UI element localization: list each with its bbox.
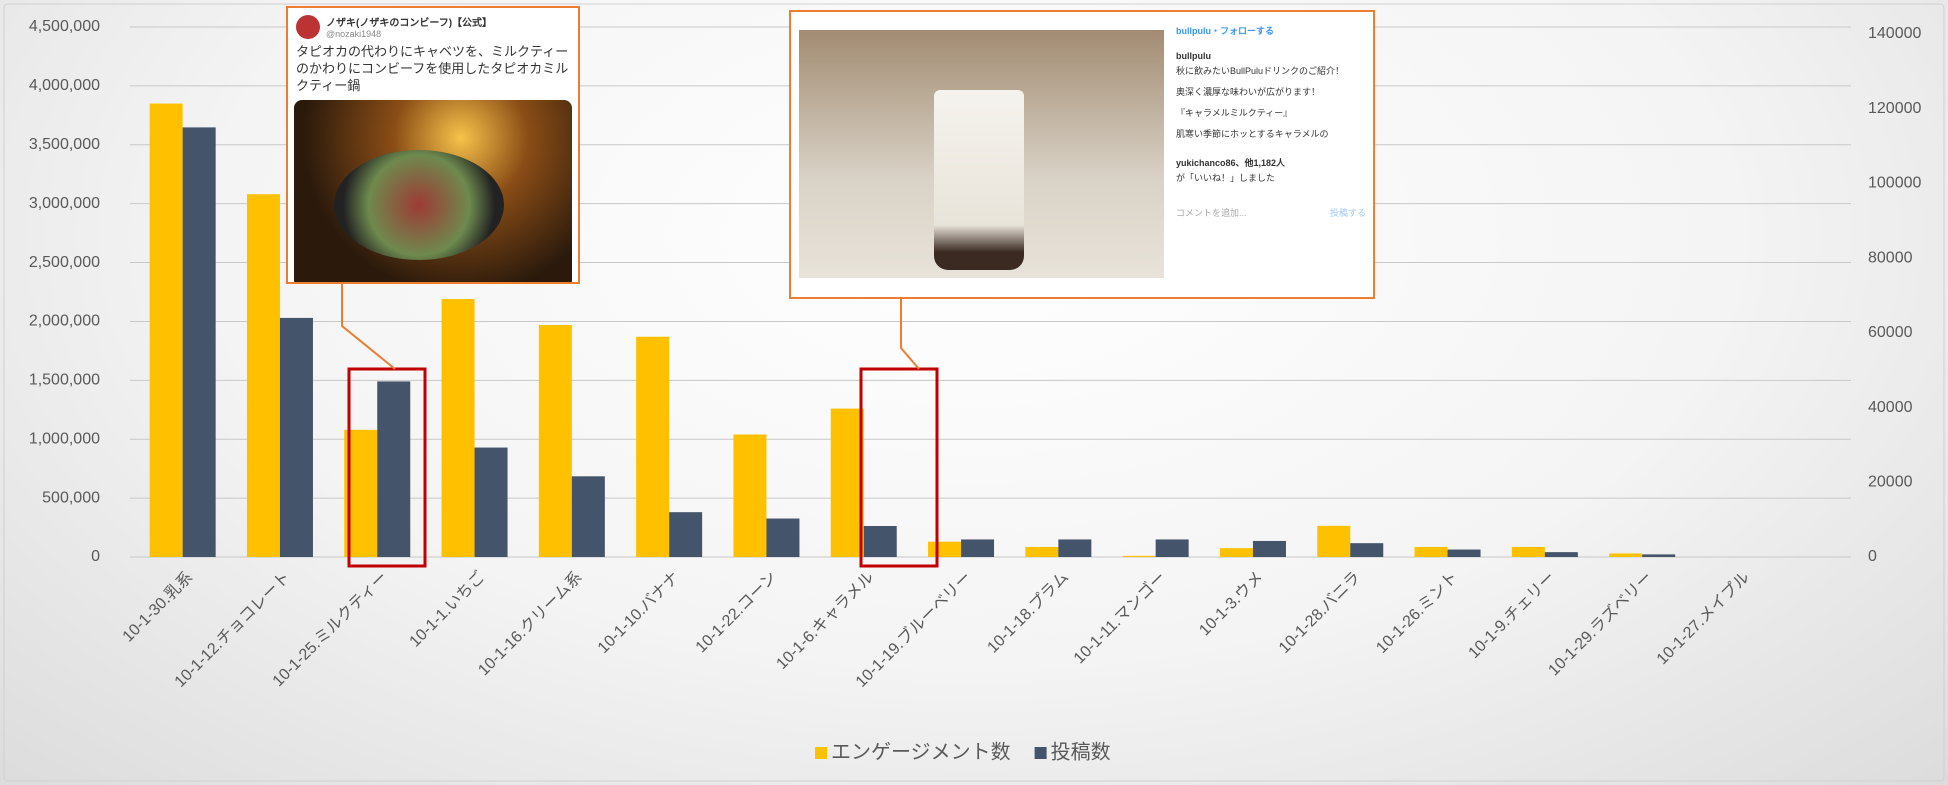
cup: [934, 90, 1024, 270]
legend-swatch: [1035, 747, 1047, 759]
bar: [1025, 547, 1058, 557]
caption-line: 『キャラメルミルクティー』: [1176, 106, 1366, 121]
connector: [342, 284, 395, 369]
x-tick-label: 10-1-3.ウメ: [1196, 568, 1267, 639]
bar: [1512, 547, 1545, 557]
post-button: 投稿する: [1330, 206, 1366, 221]
y2-tick-label: 120000: [1868, 100, 1921, 117]
y-tick-label: 4,000,000: [29, 77, 100, 94]
y-tick-label: 2,500,000: [29, 254, 100, 271]
bar: [766, 519, 799, 557]
y2-tick-label: 60000: [1868, 324, 1913, 341]
bar: [183, 127, 216, 557]
bar: [1156, 539, 1189, 557]
y-tick-label: 1,500,000: [29, 372, 100, 389]
likes: yukichanco86、他1,182人: [1176, 156, 1366, 171]
bar: [475, 448, 508, 557]
comment-input: コメントを追加...: [1176, 206, 1247, 221]
bar: [442, 299, 475, 557]
instagram-account: bullpulu: [1176, 49, 1366, 64]
instagram-photo: [799, 30, 1164, 278]
connector: [901, 299, 919, 369]
y-tick-label: 0: [91, 548, 100, 565]
bar: [1415, 547, 1448, 557]
x-tick-label: 10-1-26.ミント: [1373, 569, 1461, 657]
bar: [377, 381, 410, 557]
y-tick-label: 1,000,000: [29, 430, 100, 447]
legend-swatch: [815, 747, 827, 759]
tweet-account: ノザキ(ノザキのコンビーフ)【公式】: [326, 14, 492, 29]
bar: [572, 476, 605, 557]
tweet-handle: @nozaki1948: [326, 29, 492, 39]
y2-tick-label: 20000: [1868, 474, 1913, 491]
instagram-side: bullpulu・フォローする bullpulu 秋に飲みたいBullPuluド…: [1176, 20, 1366, 221]
bar: [669, 512, 702, 557]
bar: [1058, 539, 1091, 557]
bar: [636, 337, 669, 557]
x-tick-label: 10-1-9.チェリー: [1466, 569, 1559, 662]
legend-label: エンゲージメント数: [831, 740, 1011, 763]
y2-tick-label: 100000: [1868, 175, 1921, 192]
y2-tick-label: 0: [1868, 548, 1877, 565]
bar: [1220, 548, 1253, 557]
x-tick-label: 10-1-1.いちご: [406, 568, 489, 651]
y-tick-label: 500,000: [42, 489, 100, 506]
y-tick-label: 3,000,000: [29, 195, 100, 212]
bar: [247, 194, 280, 557]
caption-line: 肌寒い季節にホッとするキャラメルの: [1176, 127, 1366, 142]
page: 0 500,000 1,000,000 1,500,000 2,000,000 2,500…: [0, 0, 1948, 785]
x-tick-label: 10-1-18.プラム: [984, 568, 1072, 656]
bar: [280, 318, 313, 557]
x-tick-label: 10-1-6.キャラメル: [773, 569, 877, 673]
bar: [928, 542, 961, 557]
x-tick-label: 10-1-10.バナナ: [595, 569, 683, 657]
bar: [1609, 553, 1642, 557]
bar: [1253, 541, 1286, 557]
bar: [1545, 552, 1578, 557]
y-tick-label: 4,500,000: [29, 18, 100, 35]
instagram-card: bullpulu・フォローする bullpulu 秋に飲みたいBullPuluド…: [789, 10, 1375, 299]
bar: [733, 435, 766, 557]
bar: [539, 325, 572, 557]
x-tick-label: 10-1-22.コーン: [693, 569, 781, 657]
bar: [1123, 556, 1156, 557]
x-tick-label: 10-1-29.ラズベリー: [1545, 568, 1656, 679]
instagram-header: bullpulu・フォローする: [1176, 20, 1366, 49]
tweet-header: ノザキ(ノザキのコンビーフ)【公式】 @nozaki1948: [288, 8, 578, 41]
y2-tick-label: 140000: [1868, 25, 1921, 42]
avatar: [296, 15, 320, 39]
x-tick-label: 10-1-27.メイプル: [1653, 568, 1753, 668]
legend-label: 投稿数: [1051, 740, 1111, 763]
y-tick-label: 3,500,000: [29, 136, 100, 153]
pot: [334, 150, 504, 260]
bar: [864, 526, 897, 557]
bar: [831, 409, 864, 557]
bar: [1317, 526, 1350, 557]
x-tick-label: 10-1-11.マンゴー: [1069, 567, 1169, 667]
y-tick-label: 2,000,000: [29, 313, 100, 330]
caption-line: 奥深く濃厚な味わいが広がります！: [1176, 85, 1366, 100]
tweet-text: タピオカの代わりにキャベツを、ミルクティーのかわりにコンビーフを使用したタピオカ…: [288, 41, 578, 96]
x-tick-label: 10-1-28.バニラ: [1276, 569, 1364, 657]
bar: [1350, 543, 1383, 557]
y2-tick-label: 80000: [1868, 249, 1913, 266]
likes-text: が「いいね！」しました: [1176, 171, 1366, 186]
comment-row: コメントを追加... 投稿する: [1176, 206, 1366, 221]
bar: [961, 539, 994, 557]
tweet-card: ノザキ(ノザキのコンビーフ)【公式】 @nozaki1948 タピオカの代わりに…: [286, 6, 580, 284]
bar: [1642, 554, 1675, 557]
bar: [150, 104, 183, 557]
caption-line: 秋に飲みたいBullPuluドリンクのご紹介！: [1176, 64, 1366, 79]
tweet-photo: [294, 100, 572, 284]
y2-tick-label: 40000: [1868, 399, 1913, 416]
bar: [1448, 550, 1481, 557]
x-tick-label: 10-1-30.乳系: [119, 568, 197, 646]
x-tick-label: 10-1-16.クリーム系: [475, 568, 586, 679]
